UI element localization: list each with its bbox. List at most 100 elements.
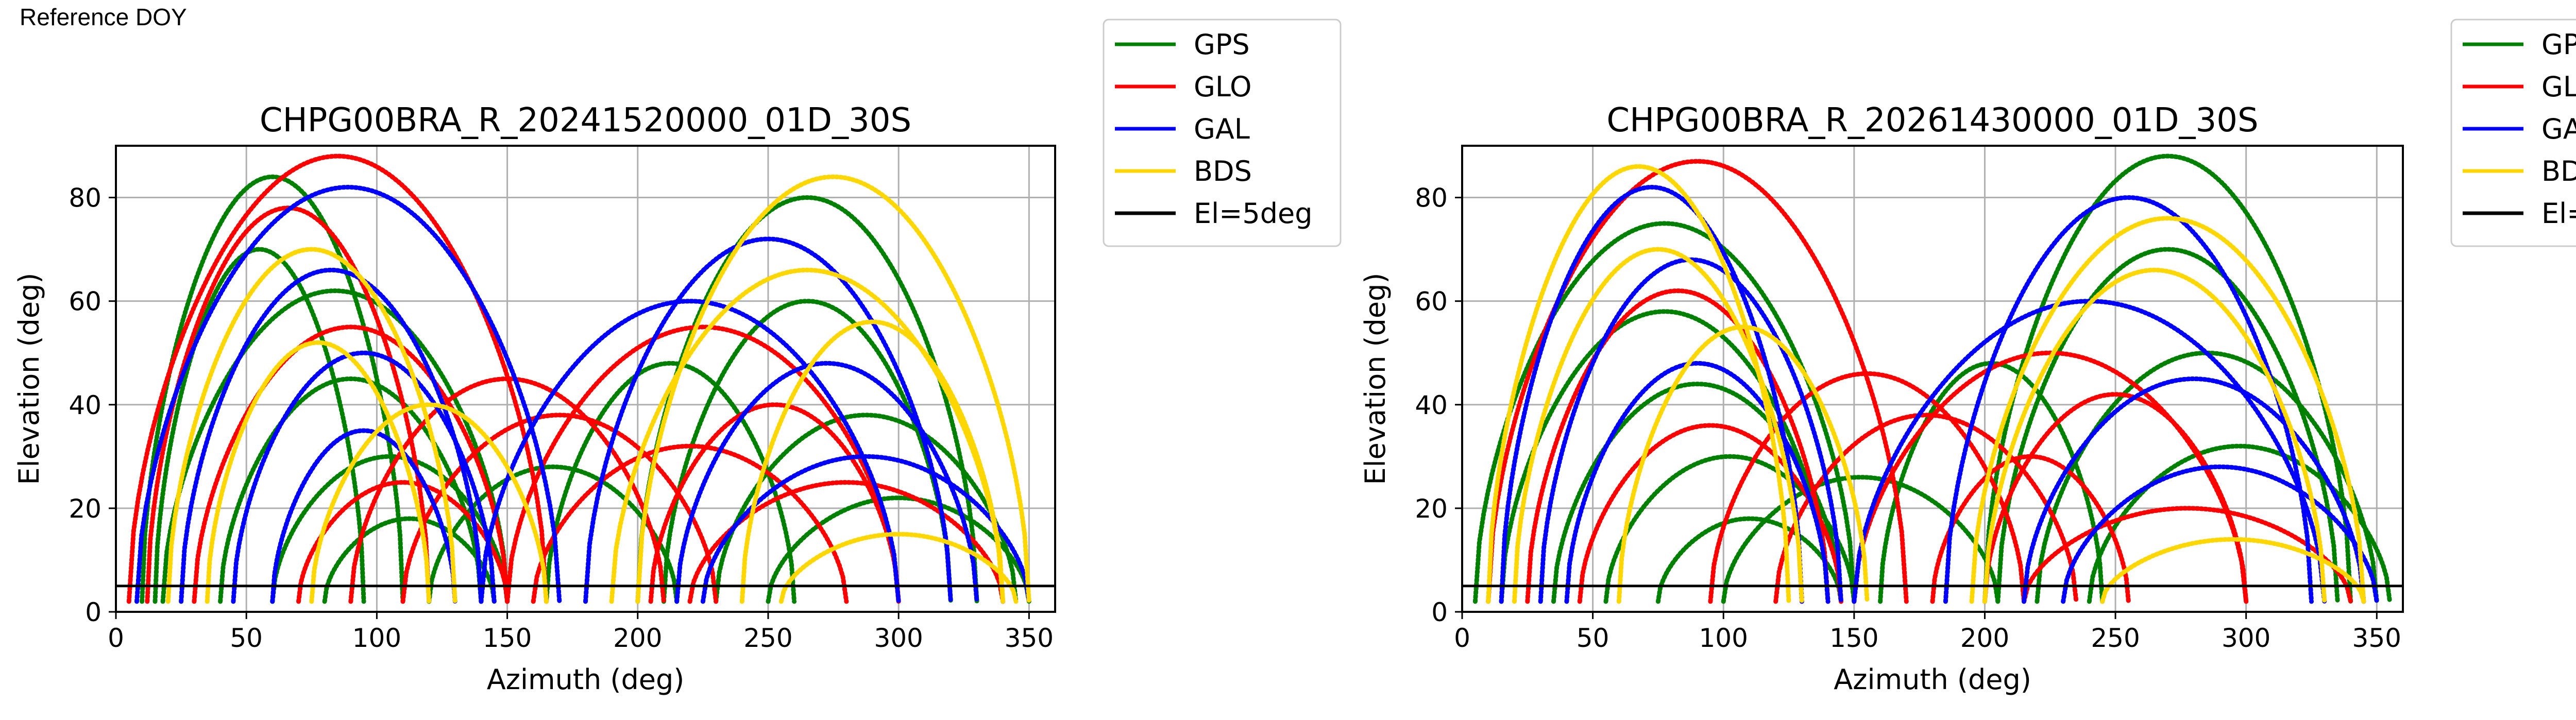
x-axis-label: Azimuth (deg): [487, 663, 685, 696]
y-tick-label: 60: [69, 287, 101, 317]
plot-frame: [1461, 145, 2404, 613]
x-tick-label: 150: [1829, 623, 1878, 653]
y-tick-label: 20: [69, 494, 101, 524]
x-tick-label: 100: [1699, 623, 1748, 653]
series-gps-track: [661, 299, 953, 604]
y-tick-label: 20: [1415, 494, 1448, 524]
series-gal-track: [479, 299, 901, 604]
series-gps-track: [218, 376, 484, 604]
x-tick-label: 250: [743, 623, 792, 653]
series-glo-track: [1577, 423, 1843, 604]
series-glo-track: [400, 413, 719, 604]
series-bds-track: [739, 319, 1006, 604]
legend-label-el5deg: El=5deg: [2541, 197, 2576, 230]
series-glo-track: [531, 443, 849, 604]
series-bds-track: [778, 532, 1019, 604]
y-tick-label: 60: [1415, 287, 1448, 317]
x-tick-label: 200: [1960, 623, 2009, 653]
y-tick-label: 80: [69, 183, 101, 213]
series-gal-track: [1499, 184, 1804, 604]
series-bds-track: [1486, 164, 1791, 604]
legend-label-glo: GLO: [1194, 71, 1252, 103]
series-gal-track: [1943, 195, 2314, 604]
legend-label-glo: GLO: [2541, 71, 2576, 103]
series-gal-track: [179, 267, 484, 604]
x-tick-label: 200: [613, 623, 662, 653]
y-axis-label: Elevation (deg): [13, 273, 45, 485]
series-bds-track: [1512, 247, 1804, 604]
series-group: [126, 153, 1031, 604]
series-glo-track: [505, 324, 901, 604]
series-gps-track: [544, 361, 797, 604]
series-bds-track: [205, 340, 432, 604]
x-tick-label: 300: [2222, 623, 2270, 653]
series-glo-track: [648, 402, 901, 604]
series-gps-track: [1499, 309, 1831, 604]
series-bds-track: [1982, 267, 2327, 604]
series-gps-track: [140, 174, 405, 604]
series-gps-track: [1995, 247, 2340, 604]
legend-label-gps: GPS: [1194, 28, 1250, 61]
series-glo-track: [192, 324, 510, 604]
x-tick-label: 350: [1005, 623, 1054, 653]
series-bds-track: [609, 267, 1006, 604]
series-glo-track: [1525, 288, 1831, 604]
series-glo-track: [2022, 506, 2353, 604]
series-group: [1472, 153, 2393, 604]
x-tick-label: 0: [108, 623, 124, 653]
chart-title: CHPG00BRA_R_20261430000_01D_30S: [1606, 101, 2258, 140]
x-tick-label: 0: [1454, 623, 1470, 653]
x-axis-label: Azimuth (deg): [1834, 663, 2031, 696]
plot-frame: [115, 145, 1056, 613]
reference-doy-label: Reference DOY: [20, 4, 187, 30]
series-gps-track: [160, 288, 510, 604]
legend-label-bds: BDS: [2541, 155, 2576, 187]
series-gps-track: [766, 495, 1031, 604]
x-tick-label: 150: [483, 623, 532, 653]
x-tick-label: 350: [2352, 623, 2401, 653]
series-gal-track: [583, 236, 953, 604]
legend: GPS GLO GAL BDS El=5deg: [2450, 19, 2576, 247]
legend-box: [1103, 19, 1342, 247]
x-tick-label: 300: [874, 623, 923, 653]
legend-box: [2450, 19, 2576, 247]
chart-panel-2: 0 50 100 150 200 250 300 350 0 20 40 60 80 CHPG00BRA_…: [1359, 19, 2576, 696]
legend-label-el5deg: El=5deg: [1194, 197, 1313, 230]
legend-label-gal: GAL: [2541, 113, 2576, 145]
series-gal-track: [674, 361, 979, 604]
series-gal-track: [2061, 464, 2379, 604]
series-bds-track: [635, 174, 1031, 604]
x-tick-label: 50: [1577, 623, 1609, 653]
series-gps-track: [1982, 153, 2353, 604]
series-gps-track: [2087, 443, 2393, 604]
series-bds-track: [165, 247, 457, 604]
series-gps-track: [322, 516, 497, 604]
series-gal-track: [134, 184, 562, 604]
series-bds-track: [1616, 324, 1870, 604]
series-gps-track: [1655, 516, 1843, 604]
series-bds-track: [1969, 216, 2366, 604]
series-glo-track: [1708, 371, 2026, 604]
x-tick-label: 100: [352, 623, 401, 653]
legend-label-gal: GAL: [1194, 113, 1250, 145]
legend-label-gps: GPS: [2541, 28, 2576, 61]
series-gal-track: [231, 350, 497, 604]
x-tick-label: 50: [230, 623, 263, 653]
chart-panel-1: 0 50 100 150 200 250 300 350 0 20 40 60 80 CHPG00BRA_…: [13, 19, 1342, 696]
x-tick-label: 250: [2091, 623, 2140, 653]
y-tick-label: 80: [1415, 183, 1448, 213]
series-glo-track: [1930, 454, 2131, 604]
series-bds-track: [2100, 537, 2366, 604]
series-gal-track: [2022, 376, 2366, 604]
series-gal-track: [270, 428, 457, 604]
series-glo-track: [1852, 350, 2249, 604]
series-gps-track: [635, 195, 979, 604]
legend: GPS GLO GAL BDS El=5deg: [1103, 19, 1342, 247]
chart-title: CHPG00BRA_R_20241520000_01D_30S: [260, 101, 911, 140]
series-bds-track: [309, 402, 549, 604]
y-tick-label: 40: [69, 390, 101, 420]
series-gal-track: [700, 454, 1031, 604]
series-gps-track: [270, 454, 510, 604]
legend-label-bds: BDS: [1194, 155, 1252, 187]
y-tick-label: 0: [85, 597, 101, 627]
